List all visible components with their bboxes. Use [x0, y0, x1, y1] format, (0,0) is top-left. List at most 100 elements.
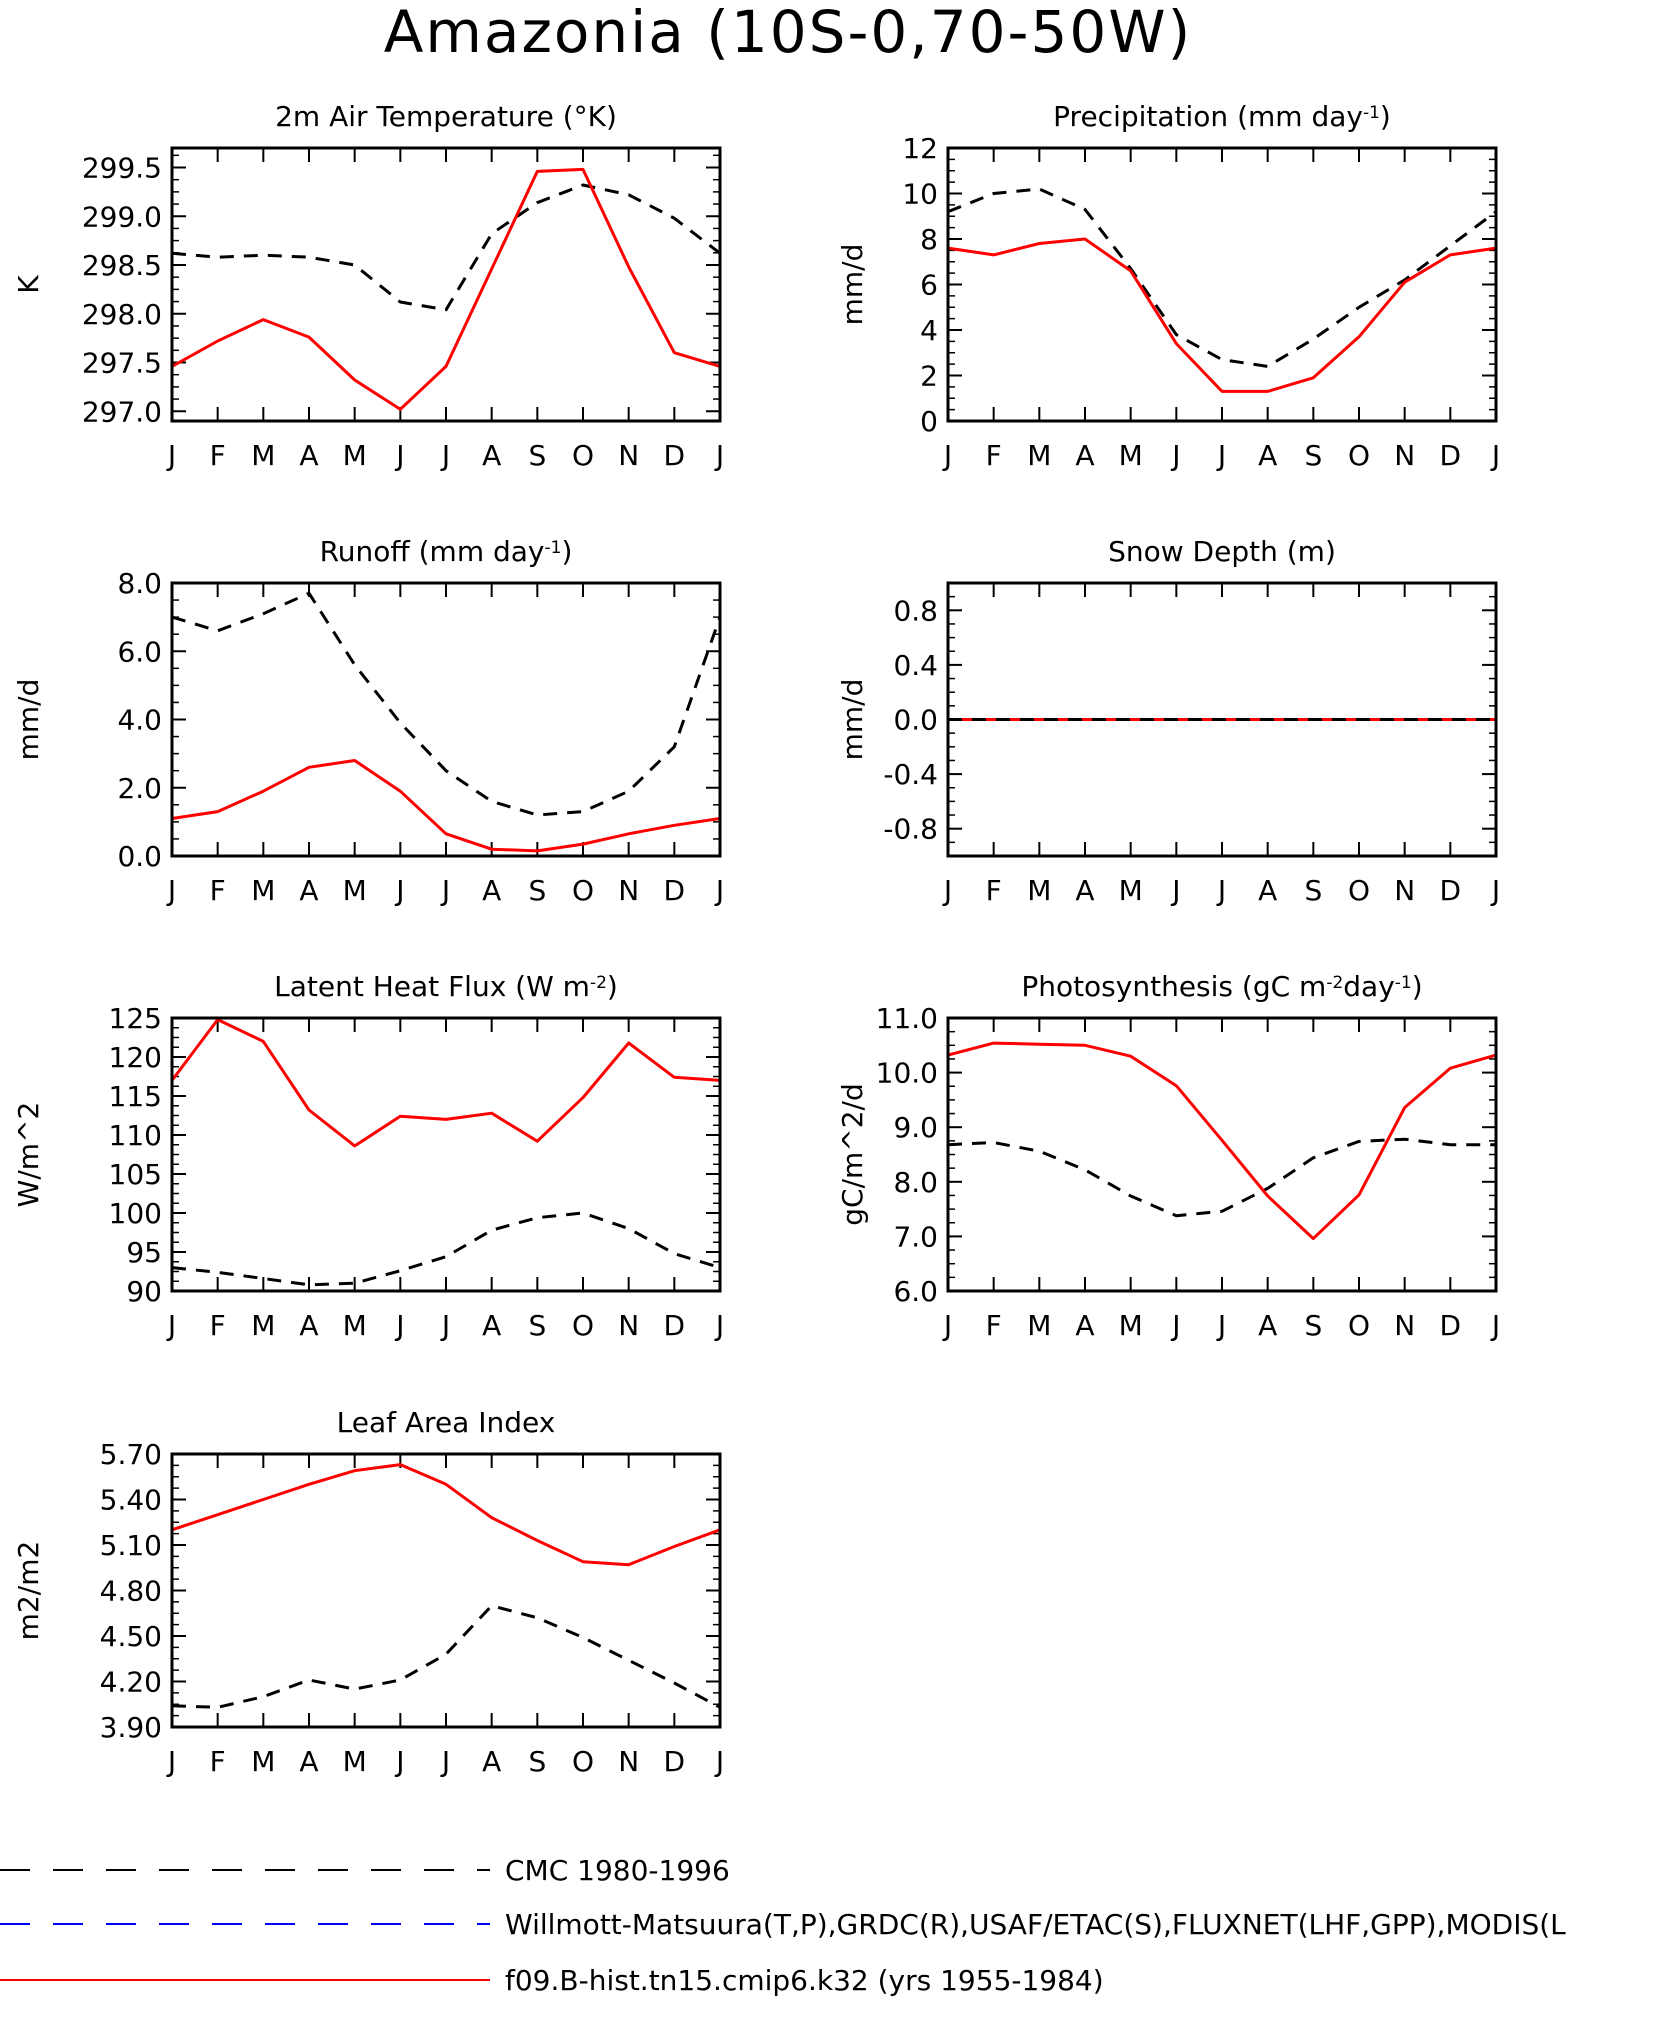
title-part: ): [1412, 970, 1423, 1003]
x-tick-label: J: [166, 439, 176, 472]
x-tick-label: M: [1027, 439, 1051, 472]
y-tick-label: 0.8: [893, 594, 938, 627]
series-line-model: [947, 237, 1497, 393]
title-part: Leaf Area Index: [337, 1406, 556, 1439]
x-tick-label: M: [251, 874, 275, 907]
x-tick-label: F: [986, 1309, 1002, 1342]
panel-7: Leaf Area Index m2/m2 3.90 4.20 4.50 4.80 5.10…: [12, 1406, 724, 1778]
x-tick-label: O: [572, 874, 594, 907]
x-tick-label: M: [251, 439, 275, 472]
y-tick-label: 9.0: [893, 1111, 938, 1144]
x-tick-label: S: [1304, 1309, 1322, 1342]
x-tick-label: O: [1348, 439, 1370, 472]
y-axis-label: m2/m2: [12, 1541, 45, 1641]
y-tick-label: 125: [109, 1002, 162, 1035]
y-tick-label: 0.0: [117, 840, 162, 873]
x-tick-label: J: [440, 1745, 450, 1778]
x-tick-label: S: [528, 1309, 546, 1342]
legend-label: f09.B-hist.tn15.cmip6.k32 (yrs 1955-1984…: [505, 1964, 1104, 1997]
y-axis-label: K: [12, 275, 45, 294]
x-tick-label: J: [1170, 1309, 1180, 1342]
y-tick-label: 10.0: [876, 1057, 938, 1090]
x-tick-label: M: [343, 874, 367, 907]
x-tick-label: M: [1027, 874, 1051, 907]
title-superscript: -1: [545, 538, 562, 558]
y-tick-label: 0.4: [893, 649, 938, 682]
x-tick-label: N: [1394, 1309, 1415, 1342]
x-tick-label: J: [1490, 1309, 1500, 1342]
panel-title: Precipitation (mm day-1): [1053, 100, 1391, 133]
title-part: day: [1343, 970, 1395, 1003]
panel-title: 2m Air Temperature (°K): [275, 100, 617, 133]
x-tick-label: J: [1490, 874, 1500, 907]
y-tick-label: 115: [109, 1080, 162, 1113]
y-tick-label: 298.5: [82, 249, 162, 282]
series-line-model: [171, 1463, 721, 1567]
panel-title: Photosynthesis (gC m-2day-1): [1021, 970, 1422, 1003]
y-tick-label: 8: [920, 223, 938, 256]
x-tick-label: D: [664, 1745, 686, 1778]
y-tick-label: 298.0: [82, 298, 162, 331]
x-tick-label: J: [942, 439, 952, 472]
y-tick-label: -0.8: [883, 813, 938, 846]
x-tick-label: A: [1258, 1309, 1277, 1342]
x-tick-label: S: [1304, 874, 1322, 907]
y-tick-label: 2.0: [117, 772, 162, 805]
x-tick-label: O: [572, 1309, 594, 1342]
title-part: Latent Heat Flux (W m: [274, 970, 590, 1003]
panel-6: Photosynthesis (gC m-2day-1) gC/m^2/d 6.0 7…: [836, 970, 1500, 1342]
x-tick-label: F: [986, 874, 1002, 907]
y-tick-label: 110: [109, 1119, 162, 1152]
series-line-cmc: [947, 1137, 1496, 1218]
x-tick-label: J: [714, 1745, 724, 1778]
y-tick-label: 100: [109, 1197, 162, 1230]
y-tick-label: 0: [920, 405, 938, 438]
y-tick-label: 5.40: [100, 1484, 162, 1517]
y-tick-label: 4.50: [100, 1620, 162, 1653]
series-line-cmc: [171, 183, 721, 312]
panel-title: Leaf Area Index: [337, 1406, 556, 1439]
x-tick-label: A: [482, 1745, 501, 1778]
x-tick-label: F: [986, 439, 1002, 472]
x-tick-label: M: [1119, 874, 1143, 907]
x-tick-label: M: [343, 1745, 367, 1778]
y-tick-label: -0.4: [883, 758, 938, 791]
x-tick-label: M: [251, 1745, 275, 1778]
x-tick-label: J: [394, 1745, 404, 1778]
x-tick-label: S: [528, 874, 546, 907]
x-tick-label: J: [394, 874, 404, 907]
x-tick-label: J: [166, 1309, 176, 1342]
title-superscript: -2: [1326, 973, 1343, 993]
x-tick-label: N: [618, 874, 639, 907]
y-tick-label: 4.80: [100, 1575, 162, 1608]
x-tick-label: N: [1394, 439, 1415, 472]
x-tick-label: O: [572, 1745, 594, 1778]
y-tick-label: 95: [126, 1236, 162, 1269]
plot-frame: [170, 581, 722, 858]
y-axis-label: gC/m^2/d: [836, 1083, 869, 1226]
y-tick-label: 4.20: [100, 1666, 162, 1699]
panels: 2m Air Temperature (°K) K 297.0 297.5 298.0 2…: [12, 100, 1500, 1778]
x-tick-label: J: [714, 874, 724, 907]
y-tick-label: 120: [109, 1041, 162, 1074]
x-tick-label: D: [664, 1309, 686, 1342]
x-tick-label: J: [942, 874, 952, 907]
series-line-model: [171, 167, 721, 411]
y-tick-label: 3.90: [100, 1711, 162, 1744]
plot-frame: [946, 146, 1498, 423]
x-tick-label: S: [528, 439, 546, 472]
title-part: Precipitation (mm day: [1053, 100, 1363, 133]
y-tick-label: 12: [902, 132, 938, 165]
panel-5: Latent Heat Flux (W m-2) W/m^2 90 95 100 105 1…: [12, 970, 724, 1342]
x-tick-label: J: [714, 439, 724, 472]
series-line-model: [947, 1041, 1497, 1241]
x-tick-label: J: [440, 874, 450, 907]
x-tick-label: A: [299, 1309, 318, 1342]
y-tick-label: 8.0: [893, 1166, 938, 1199]
series-line-model: [170, 1018, 721, 1148]
x-tick-label: D: [1440, 439, 1462, 472]
x-tick-label: A: [299, 439, 318, 472]
panel-4: Snow Depth (m)mm/d-0.8-0.40.00.40.8J F M A M…: [836, 535, 1500, 907]
x-tick-label: N: [1394, 874, 1415, 907]
